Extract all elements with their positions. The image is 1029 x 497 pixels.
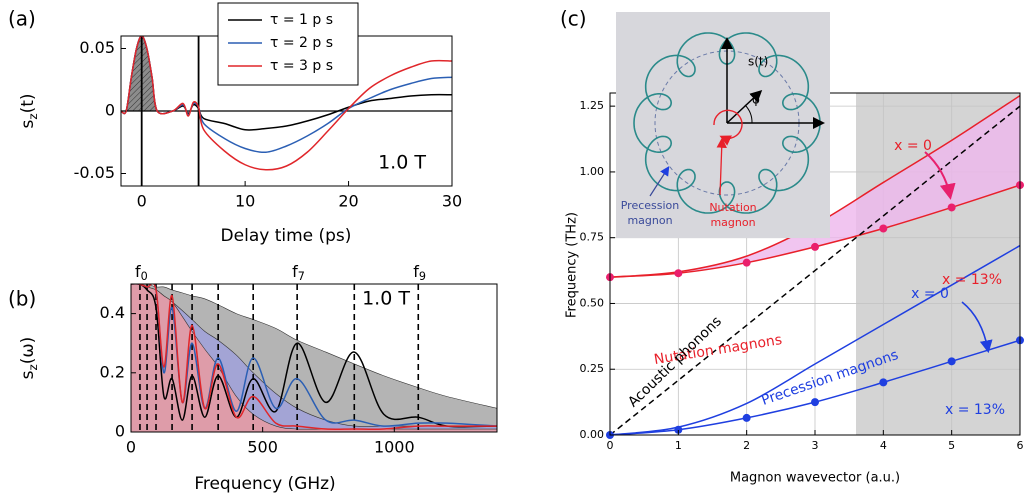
nutation-trajectory bbox=[633, 32, 821, 214]
panel-label: (c) bbox=[560, 7, 587, 31]
label-text: f bbox=[413, 262, 419, 281]
x-axis-label: Delay time (ps) bbox=[221, 226, 352, 246]
label-subscript: 7 bbox=[298, 270, 305, 283]
nutation-circle bbox=[713, 109, 743, 146]
marker bbox=[947, 203, 956, 212]
x-tick-label: 20 bbox=[338, 192, 358, 211]
label-text: f bbox=[292, 262, 298, 281]
pointer bbox=[649, 165, 670, 197]
label-text: (t) bbox=[18, 93, 38, 113]
y-tick-label: 0.50 bbox=[580, 296, 605, 309]
legend-label: τ = 3 p s bbox=[270, 58, 333, 74]
x-tick-label: 0 bbox=[126, 438, 136, 457]
label: f0 bbox=[135, 262, 148, 283]
annotation: x = 0 bbox=[894, 138, 932, 154]
marker bbox=[742, 258, 751, 267]
y-tick-label: 0.75 bbox=[580, 231, 605, 244]
label-text: (ω) bbox=[18, 337, 38, 365]
x-tick-label: 30 bbox=[442, 192, 462, 211]
inset-label: ϕ bbox=[752, 93, 760, 107]
y-tick-label: 0.00 bbox=[580, 428, 605, 441]
x-tick-label: 0 bbox=[137, 192, 147, 211]
legend-box bbox=[217, 2, 359, 86]
x-tick-label: 10 bbox=[235, 192, 255, 211]
marker bbox=[742, 413, 751, 422]
inset-background bbox=[616, 12, 830, 238]
annotation: 1.0 T bbox=[378, 152, 426, 174]
label-subscript: z bbox=[26, 113, 40, 119]
annotation: Acoustic phonons bbox=[625, 313, 725, 410]
legend-label: τ = 1 p s bbox=[270, 12, 333, 28]
label: f7 bbox=[292, 262, 305, 283]
axes-frame bbox=[130, 283, 498, 433]
x-axis-label: Frequency (GHz) bbox=[194, 474, 335, 494]
annotation: 1.0 T bbox=[362, 288, 410, 310]
label: sz(t) bbox=[18, 93, 40, 128]
x-tick-label: 3 bbox=[812, 439, 819, 452]
panel: 0.00 0.25 0.50 0.75 1.00 1.25 0 1 2 3 4 5 6 (c) Magnon… bbox=[560, 7, 1024, 486]
label-subscript: 0 bbox=[141, 270, 148, 283]
pointer bbox=[716, 137, 727, 196]
marker bbox=[811, 398, 819, 407]
x-tick-label: 0 bbox=[607, 439, 614, 452]
annotation: x = 13% bbox=[942, 272, 1002, 288]
spin-arrow bbox=[726, 89, 763, 124]
label: f9 bbox=[413, 262, 426, 283]
marker bbox=[674, 269, 683, 278]
y-tick-label: 0 bbox=[105, 101, 115, 120]
y-tick-label: 0.25 bbox=[580, 362, 605, 375]
label-text: s bbox=[18, 120, 38, 129]
y-axis-label: Frequency (THz) bbox=[565, 212, 580, 318]
x-tick-label: 1000 bbox=[374, 438, 415, 457]
y-tick-label: 0.05 bbox=[79, 38, 115, 57]
annotation: x = 13% bbox=[945, 402, 1005, 418]
label-text: s bbox=[18, 370, 38, 379]
legend-label: τ = 2 p s bbox=[270, 35, 333, 51]
angle-arc bbox=[744, 104, 753, 124]
inset-label: s(t) bbox=[748, 55, 768, 69]
y-tick-label: 1.00 bbox=[580, 165, 605, 178]
y-tick-label: 0.4 bbox=[100, 303, 125, 322]
marker bbox=[947, 357, 956, 366]
marker bbox=[674, 425, 683, 434]
series-line bbox=[131, 284, 497, 428]
label: sz(ω) bbox=[18, 337, 40, 380]
x-tick-label: 4 bbox=[880, 439, 887, 452]
annotation: x = 0 bbox=[911, 286, 949, 302]
shift-arrow bbox=[924, 151, 956, 200]
panel: -0.05 0 0.05 0 10 20 30 (a) Delay time (ps) sz(t)… bbox=[8, 2, 462, 246]
label-subscript: z bbox=[26, 364, 40, 370]
inset-label: magnon bbox=[710, 216, 755, 229]
y-tick-label: 0 bbox=[115, 422, 125, 441]
x-tick-label: 6 bbox=[1017, 439, 1024, 452]
plot-area bbox=[131, 284, 497, 432]
inset-label: magnon bbox=[627, 214, 672, 227]
label-subscript: 9 bbox=[419, 270, 426, 283]
panel-label: (a) bbox=[8, 7, 36, 31]
y-tick-label: -0.05 bbox=[74, 163, 115, 182]
inset-label: Nutation bbox=[709, 201, 756, 214]
panel-label: (b) bbox=[8, 287, 36, 311]
x-tick-label: 5 bbox=[948, 439, 955, 452]
panel: 00.20.40 500 1000(b)Frequency (GHz)sz(ω)f0… bbox=[8, 262, 498, 494]
x-tick-label: 1 bbox=[675, 439, 682, 452]
x-tick-label: 500 bbox=[247, 438, 278, 457]
x-tick-label: 2 bbox=[743, 439, 750, 452]
marker bbox=[811, 242, 819, 251]
y-tick-label: 0.2 bbox=[100, 362, 125, 381]
shift-arrow bbox=[961, 301, 993, 354]
marker bbox=[879, 224, 888, 233]
series-line bbox=[610, 105, 1020, 435]
inset: s(t) ϕ Precession magnon Nutation magnon bbox=[616, 12, 830, 238]
series-line bbox=[131, 284, 497, 431]
label-text: f bbox=[135, 262, 141, 281]
band bbox=[610, 95, 1020, 278]
marker bbox=[879, 378, 888, 387]
x-axis-label: Magnon wavevector (a.u.) bbox=[730, 471, 900, 486]
inset-label: Precession bbox=[621, 199, 680, 212]
y-tick-label: 1.25 bbox=[580, 99, 605, 112]
